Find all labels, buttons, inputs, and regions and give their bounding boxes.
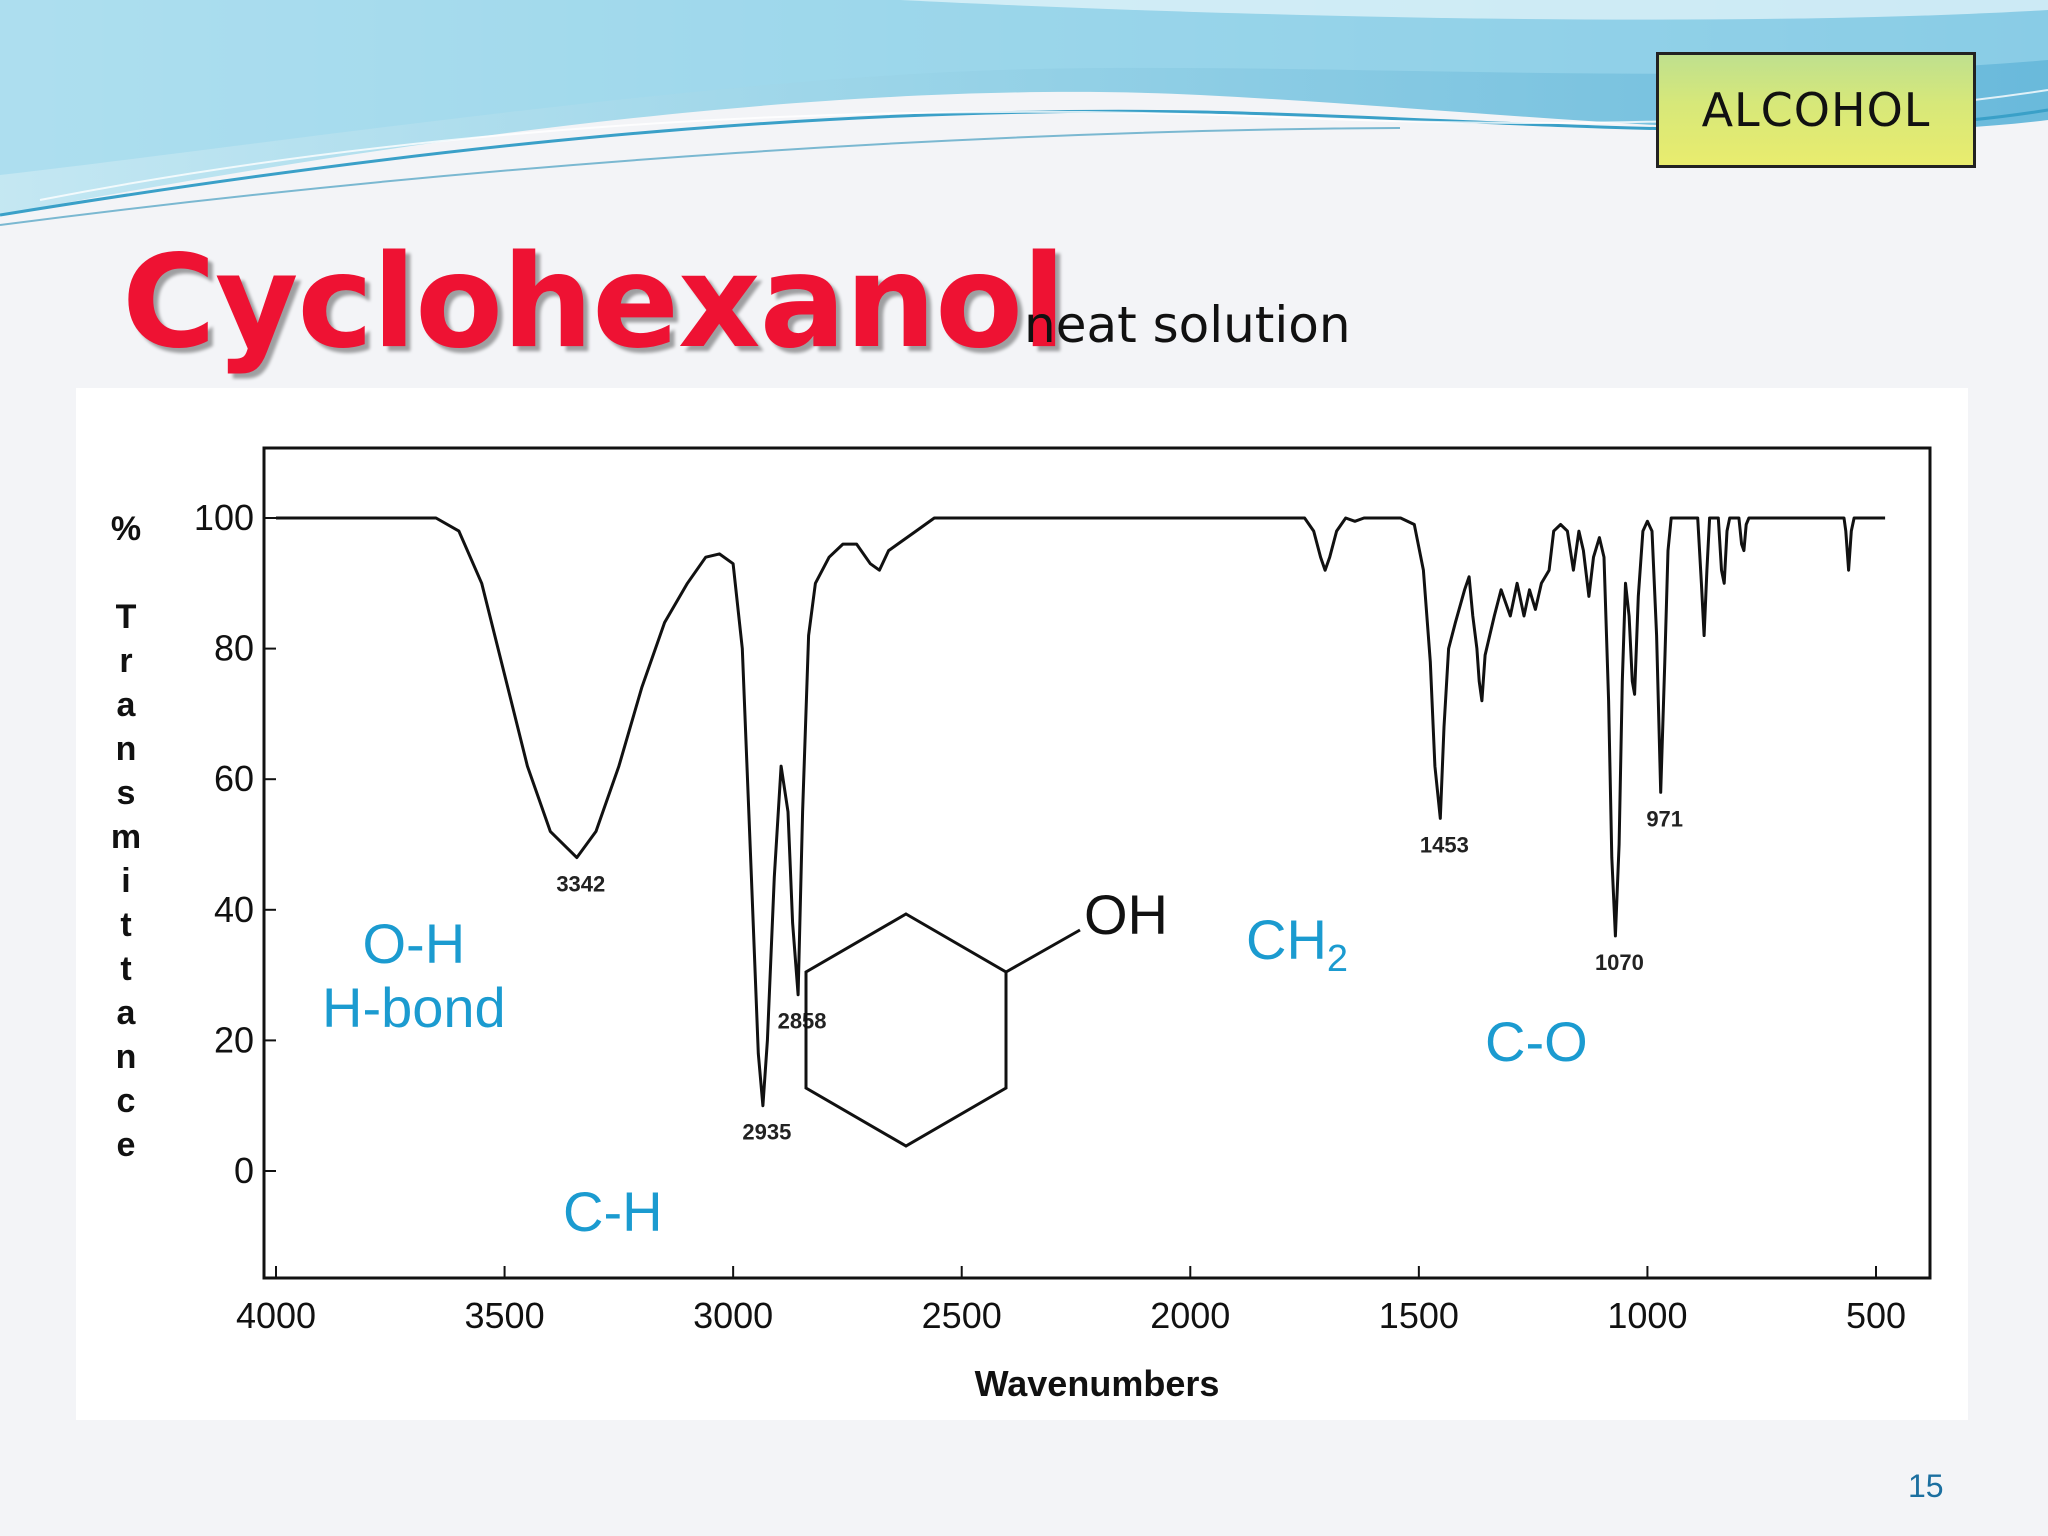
y-tick-label: 40 (214, 889, 254, 930)
peak-label-1070: 1070 (1595, 950, 1644, 975)
y-axis-title-char: s (117, 774, 136, 812)
y-tick-label: 80 (214, 628, 254, 669)
peak-label-1453: 1453 (1420, 832, 1469, 857)
ir-spectrum-chart: 4000 3500 3000 2500 2000 1500 1000 500 100 80 60 40… (111, 446, 1932, 1404)
ch2-band-annotation: CH2 (1246, 908, 1348, 991)
x-tick-label: 3000 (693, 1295, 773, 1336)
co-band-annotation: C-O (1485, 1010, 1588, 1073)
ch2-subscript: 2 (1326, 938, 1349, 981)
x-tick-label: 2000 (1150, 1295, 1230, 1336)
slide-title: Cyclohexanol (122, 228, 1066, 377)
x-tick-label: 4000 (236, 1295, 316, 1336)
y-axis-title-char: r (119, 642, 132, 680)
oh-band-annotation: O-H H-bond (322, 912, 506, 1040)
y-axis-title-char: T (116, 598, 137, 636)
y-axis-title-char: e (117, 1126, 136, 1164)
peak-label-2935: 2935 (742, 1120, 791, 1145)
slide-subtitle: neat solution (1024, 296, 1351, 354)
y-tick-label: 20 (214, 1019, 254, 1060)
y-axis-title-char: c (117, 1082, 136, 1120)
oh-band-line2: H-bond (322, 976, 506, 1039)
y-axis-title-char: t (120, 906, 131, 944)
spectrum-line (276, 516, 1886, 1108)
y-axis-title-char: a (117, 686, 137, 724)
oh-band-line1: O-H (362, 912, 466, 975)
x-tick-label: 2500 (922, 1295, 1002, 1336)
category-tag: ALCOHOL (1656, 52, 1976, 168)
y-axis-title-char: n (116, 730, 137, 768)
y-tick-label: 100 (194, 497, 254, 538)
x-tick-label: 3500 (465, 1295, 545, 1336)
y-axis-title-char: i (121, 862, 130, 900)
hydroxyl-group-label: OH (1084, 883, 1168, 946)
ch2-main: CH (1246, 908, 1327, 971)
y-tick-label: 0 (234, 1150, 254, 1191)
peak-label-3342: 3342 (556, 872, 605, 897)
y-axis-title-char: % (111, 510, 141, 548)
ch-band-annotation: C-H (563, 1180, 663, 1243)
y-tick-label: 60 (214, 758, 254, 799)
x-tick-label: 500 (1846, 1295, 1906, 1336)
peak-label-2858: 2858 (778, 1009, 827, 1034)
cyclohexanol-structure (804, 912, 1081, 1148)
peak-label-971: 971 (1646, 806, 1683, 831)
category-tag-label: ALCOHOL (1701, 83, 1931, 137)
y-axis-title-char: n (116, 1038, 137, 1076)
x-axis-title: Wavenumbers (975, 1363, 1220, 1404)
x-tick-label: 1500 (1379, 1295, 1459, 1336)
y-axis-title-char: a (117, 994, 137, 1032)
y-axis-title-char: m (111, 818, 141, 856)
plot-frame (262, 446, 1932, 1280)
y-axis-title-char: t (120, 950, 131, 988)
page-number: 15 (1908, 1468, 1944, 1504)
x-tick-label: 1000 (1607, 1295, 1687, 1336)
ir-spectrum-panel: 4000 3500 3000 2500 2000 1500 1000 500 100 80 60 40… (76, 388, 1968, 1420)
